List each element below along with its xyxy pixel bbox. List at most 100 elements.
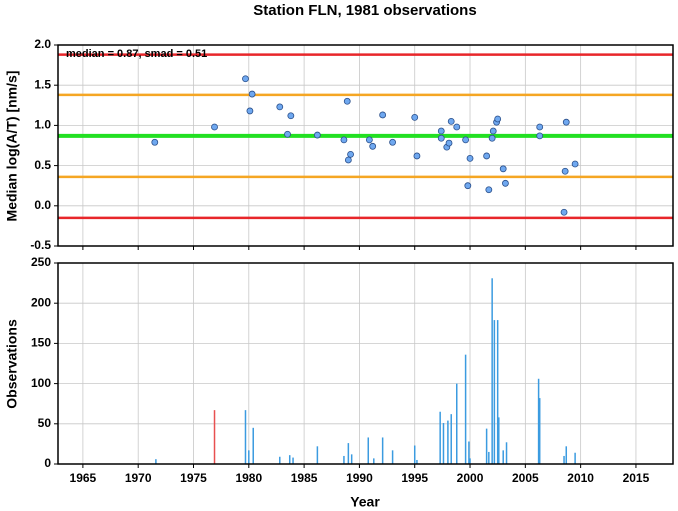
x-tick-label: 2015 — [623, 471, 650, 485]
point — [411, 113, 419, 121]
bar — [469, 458, 471, 464]
bar — [537, 378, 540, 464]
y-tick-label: -0.5 — [30, 238, 51, 252]
point — [211, 123, 218, 131]
point — [379, 111, 387, 119]
point — [389, 138, 396, 146]
bar — [502, 450, 504, 464]
y-tick-label: 1.0 — [34, 118, 51, 132]
chart-title: Station FLN, 1981 observations — [253, 2, 476, 19]
point — [447, 117, 455, 125]
bar — [498, 417, 500, 464]
x-tick-label: 1995 — [401, 471, 428, 485]
y-tick-label: 2.0 — [34, 37, 51, 51]
point — [536, 132, 544, 140]
point — [413, 152, 421, 160]
point — [437, 134, 445, 142]
point — [437, 127, 445, 135]
y-tick-label: 0.0 — [34, 198, 51, 212]
y-tick-label: 200 — [31, 295, 51, 309]
x-tick-label: 2010 — [567, 471, 594, 485]
bar — [563, 455, 565, 464]
point — [313, 131, 321, 139]
bar — [447, 420, 449, 464]
bar — [347, 443, 350, 464]
point — [340, 136, 348, 144]
point — [466, 154, 474, 162]
bar — [288, 455, 291, 464]
point — [246, 107, 254, 115]
annotation: median = 0.87, smad = 0.51 — [66, 48, 207, 60]
bar — [538, 398, 541, 464]
bar — [468, 441, 470, 464]
point — [462, 136, 470, 144]
point — [151, 138, 159, 146]
y-tick-label: 250 — [31, 255, 51, 269]
point — [562, 118, 570, 126]
bar — [416, 459, 418, 464]
x-tick-label: 1990 — [346, 471, 373, 485]
point — [499, 165, 507, 173]
point — [483, 152, 491, 160]
point — [347, 150, 354, 158]
point — [453, 123, 461, 131]
bar — [450, 414, 452, 464]
x-tick-label: 1975 — [180, 471, 207, 485]
y-tick-label: 50 — [38, 416, 52, 430]
bar — [350, 454, 353, 464]
plot-frame — [57, 262, 674, 465]
point — [276, 103, 284, 111]
bar — [367, 437, 370, 464]
point — [248, 90, 256, 98]
point — [502, 179, 509, 187]
point — [488, 134, 496, 142]
bar — [505, 442, 508, 464]
y-tick-label: 150 — [31, 336, 51, 350]
point — [445, 139, 453, 147]
bar — [464, 354, 467, 464]
bar — [391, 450, 394, 464]
bar — [373, 458, 375, 464]
bar — [456, 383, 458, 464]
bar — [292, 457, 294, 464]
plot-frame — [57, 44, 674, 247]
y-tick-label: 100 — [31, 376, 51, 390]
bar — [496, 320, 499, 464]
bar — [493, 320, 496, 464]
bar — [413, 445, 416, 464]
y-tick-label: 0 — [44, 456, 51, 470]
x-tick-label: 1970 — [125, 471, 152, 485]
point — [284, 130, 291, 138]
bar — [155, 459, 157, 464]
point — [369, 142, 377, 150]
bar — [248, 450, 250, 464]
bar — [252, 427, 254, 464]
bar — [343, 455, 345, 464]
y-axis-label: Median log(A/T) [nm/s] — [4, 71, 20, 222]
point — [571, 160, 579, 168]
bar — [485, 428, 488, 464]
bar — [574, 452, 576, 464]
point — [536, 123, 544, 131]
x-tick-label: 2000 — [457, 471, 484, 485]
bar — [565, 446, 568, 464]
bar — [488, 451, 490, 464]
y-axis-label: Observations — [4, 319, 20, 409]
bar — [279, 456, 281, 464]
point — [494, 115, 502, 123]
x-axis-label: Year — [350, 494, 380, 510]
bar — [381, 437, 384, 464]
bar — [316, 446, 319, 464]
point — [489, 127, 497, 135]
x-tick-label: 2005 — [512, 471, 539, 485]
x-tick-label: 1965 — [70, 471, 97, 485]
bar — [442, 422, 445, 464]
bar — [213, 410, 216, 464]
point — [561, 167, 569, 175]
bar — [439, 411, 441, 464]
point — [344, 156, 352, 164]
point — [287, 112, 295, 120]
point — [560, 208, 568, 216]
bar — [491, 278, 493, 464]
